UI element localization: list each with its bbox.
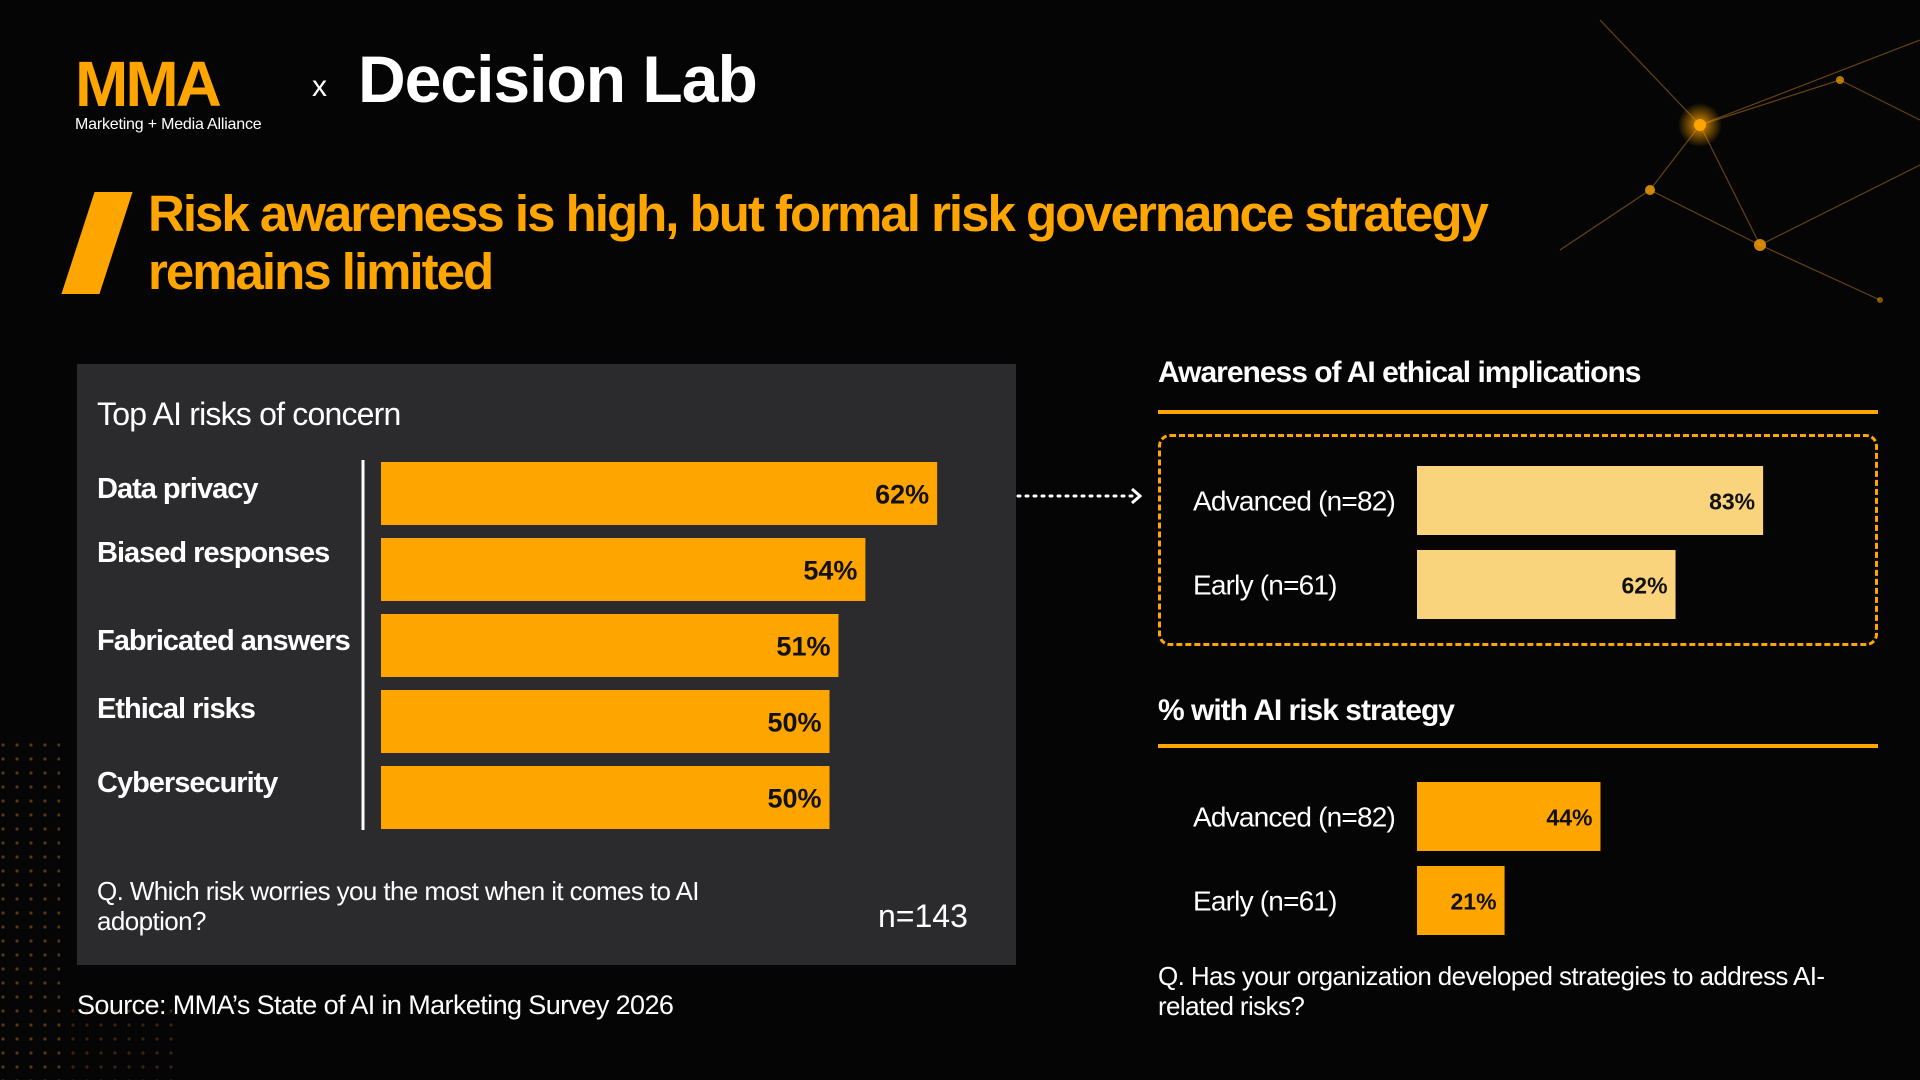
strategy-value-label: 21% [1451,889,1497,915]
strategy-title: % with AI risk strategy [1158,694,1455,727]
logo-separator: x [312,70,327,103]
risk-category-label: Data privacy [97,473,258,505]
risk-value-label: 51% [776,632,830,662]
risk-value-label: 50% [767,708,821,738]
awareness-category-label: Early (n=61) [1193,570,1337,601]
risks-bar-chart: 62% Data privacy 54% Biased responses 51% Fab… [97,460,938,830]
risk-bar [381,462,938,525]
risk-bar [381,538,866,601]
risk-bar [381,766,830,829]
strategy-value-label: 44% [1546,805,1592,831]
risk-bar [381,614,839,677]
page-title: Risk awareness is high, but formal risk … [148,185,1489,300]
awareness-category-label: Advanced (n=82) [1193,486,1395,517]
decision-lab-logo: Decision Lab [358,42,758,116]
strategy-category-label: Early (n=61) [1193,886,1337,917]
source-note: Source: MMA’s State of AI in Marketing S… [77,990,674,1020]
awareness-title: Awareness of AI ethical implications [1158,356,1641,389]
awareness-bar [1417,550,1676,619]
strategy-bar-chart: 44% Advanced (n=82) 21% Early (n=61) [1193,782,1601,935]
risk-category-label: Cybersecurity [97,767,278,799]
strategy-rule [1158,744,1878,748]
risks-sample-size: n=143 [878,898,968,934]
risk-category-label: Biased responses [97,537,329,569]
awareness-bar-chart: 83% Advanced (n=82) 62% Early (n=61) [1193,466,1764,619]
connector-arrow-icon [1016,487,1143,505]
risk-value-label: 50% [767,784,821,814]
awareness-rule [1158,410,1878,414]
mma-logo: MMA Marketing + Media Alliance [75,48,262,134]
risk-value-label: 62% [875,480,929,510]
risk-bar [381,690,830,753]
strategy-bar [1417,782,1601,851]
strategy-category-label: Advanced (n=82) [1193,802,1395,833]
risks-question: Q. Which risk worries you the most when … [97,876,700,936]
mma-logo-mark: MMA [75,48,222,120]
risks-chart-title: Top AI risks of concern [97,396,401,432]
awareness-value-label: 83% [1709,489,1755,515]
mma-logo-subtitle: Marketing + Media Alliance [75,116,262,133]
risk-value-label: 54% [803,556,857,586]
strategy-question: Q. Has your organization developed strat… [1158,961,1825,1021]
awareness-value-label: 62% [1621,573,1667,599]
risk-category-label: Fabricated answers [97,625,350,657]
strategy-bar [1417,866,1505,935]
risk-category-label: Ethical risks [97,693,255,725]
awareness-highlight-box [1158,434,1878,646]
awareness-bar [1417,466,1764,535]
